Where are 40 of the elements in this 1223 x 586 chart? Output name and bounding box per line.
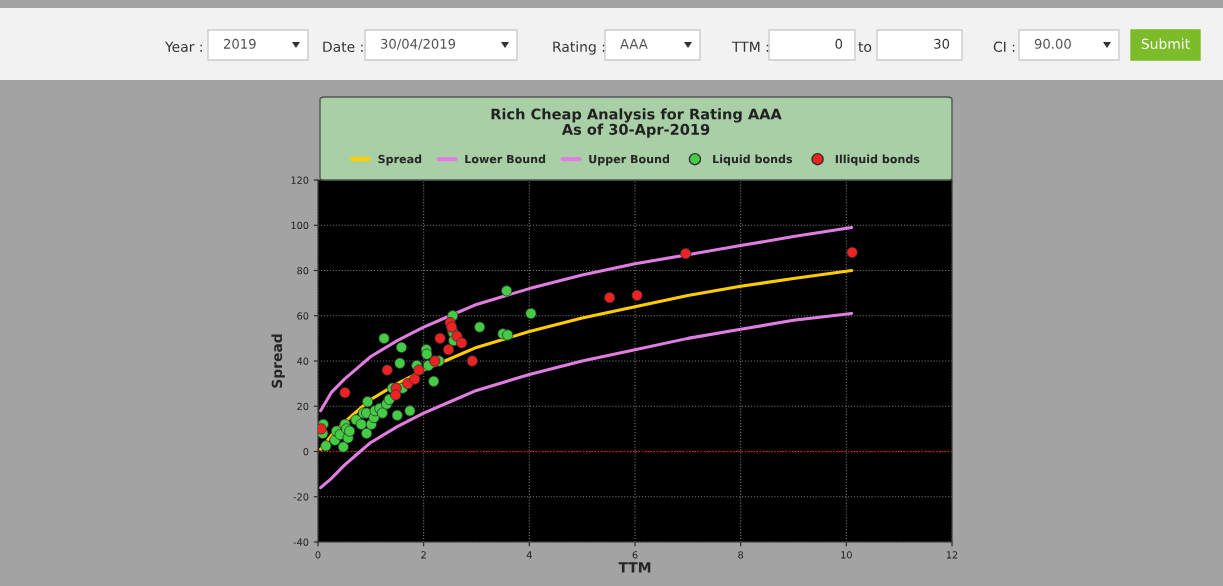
text: 30/04/2019 (381, 38, 456, 50)
x-tick-label: 6 (632, 551, 638, 559)
line-series (319, 311, 854, 490)
y-tick-label: 60 (297, 312, 309, 320)
legend-label: Lower Bound (465, 154, 546, 164)
y-tick-label: -40 (293, 538, 309, 546)
x-axis-title: TTM (618, 562, 651, 573)
legend-label: Upper Bound (589, 154, 669, 166)
line-series (319, 225, 854, 413)
x-tick-label: 8 (738, 551, 744, 559)
text: TTM : (731, 41, 769, 52)
y-tick-label: 80 (297, 266, 309, 275)
x-tick-label: 2 (421, 551, 426, 559)
y-tick-label: -20 (293, 493, 309, 501)
text: Date : (323, 41, 363, 53)
x-tick-label: 12 (946, 551, 958, 559)
legend-label: Spread (378, 154, 422, 166)
chart-title: Rich Cheap Analysis for Rating AAA As of 30-Apr-2019 (491, 108, 782, 138)
text: AAA (620, 39, 648, 49)
text: 30 (934, 38, 950, 49)
y-tick-label: 20 (297, 402, 309, 411)
legend-label: Illiquid bonds (835, 154, 920, 166)
text: Year : (164, 41, 202, 53)
text: 2019 (223, 38, 256, 49)
text: 0 (835, 38, 843, 49)
text: 90.00 (1034, 38, 1071, 49)
y-axis-title: Spread (271, 334, 285, 388)
text: Rating : (553, 41, 605, 55)
x-tick-label: 10 (841, 551, 852, 559)
x-tick-label: 4 (526, 551, 532, 559)
line-series (319, 268, 854, 451)
text: Submit (1141, 38, 1190, 50)
y-tick-label: 120 (291, 176, 309, 184)
legend-label: Liquid bonds (713, 154, 793, 166)
text: CI : (993, 41, 1015, 53)
y-tick-label: 40 (297, 357, 309, 365)
text: to (858, 42, 872, 53)
y-tick-label: 100 (291, 221, 309, 230)
x-tick-label: 0 (315, 551, 321, 559)
y-tick-label: 0 (303, 447, 309, 456)
